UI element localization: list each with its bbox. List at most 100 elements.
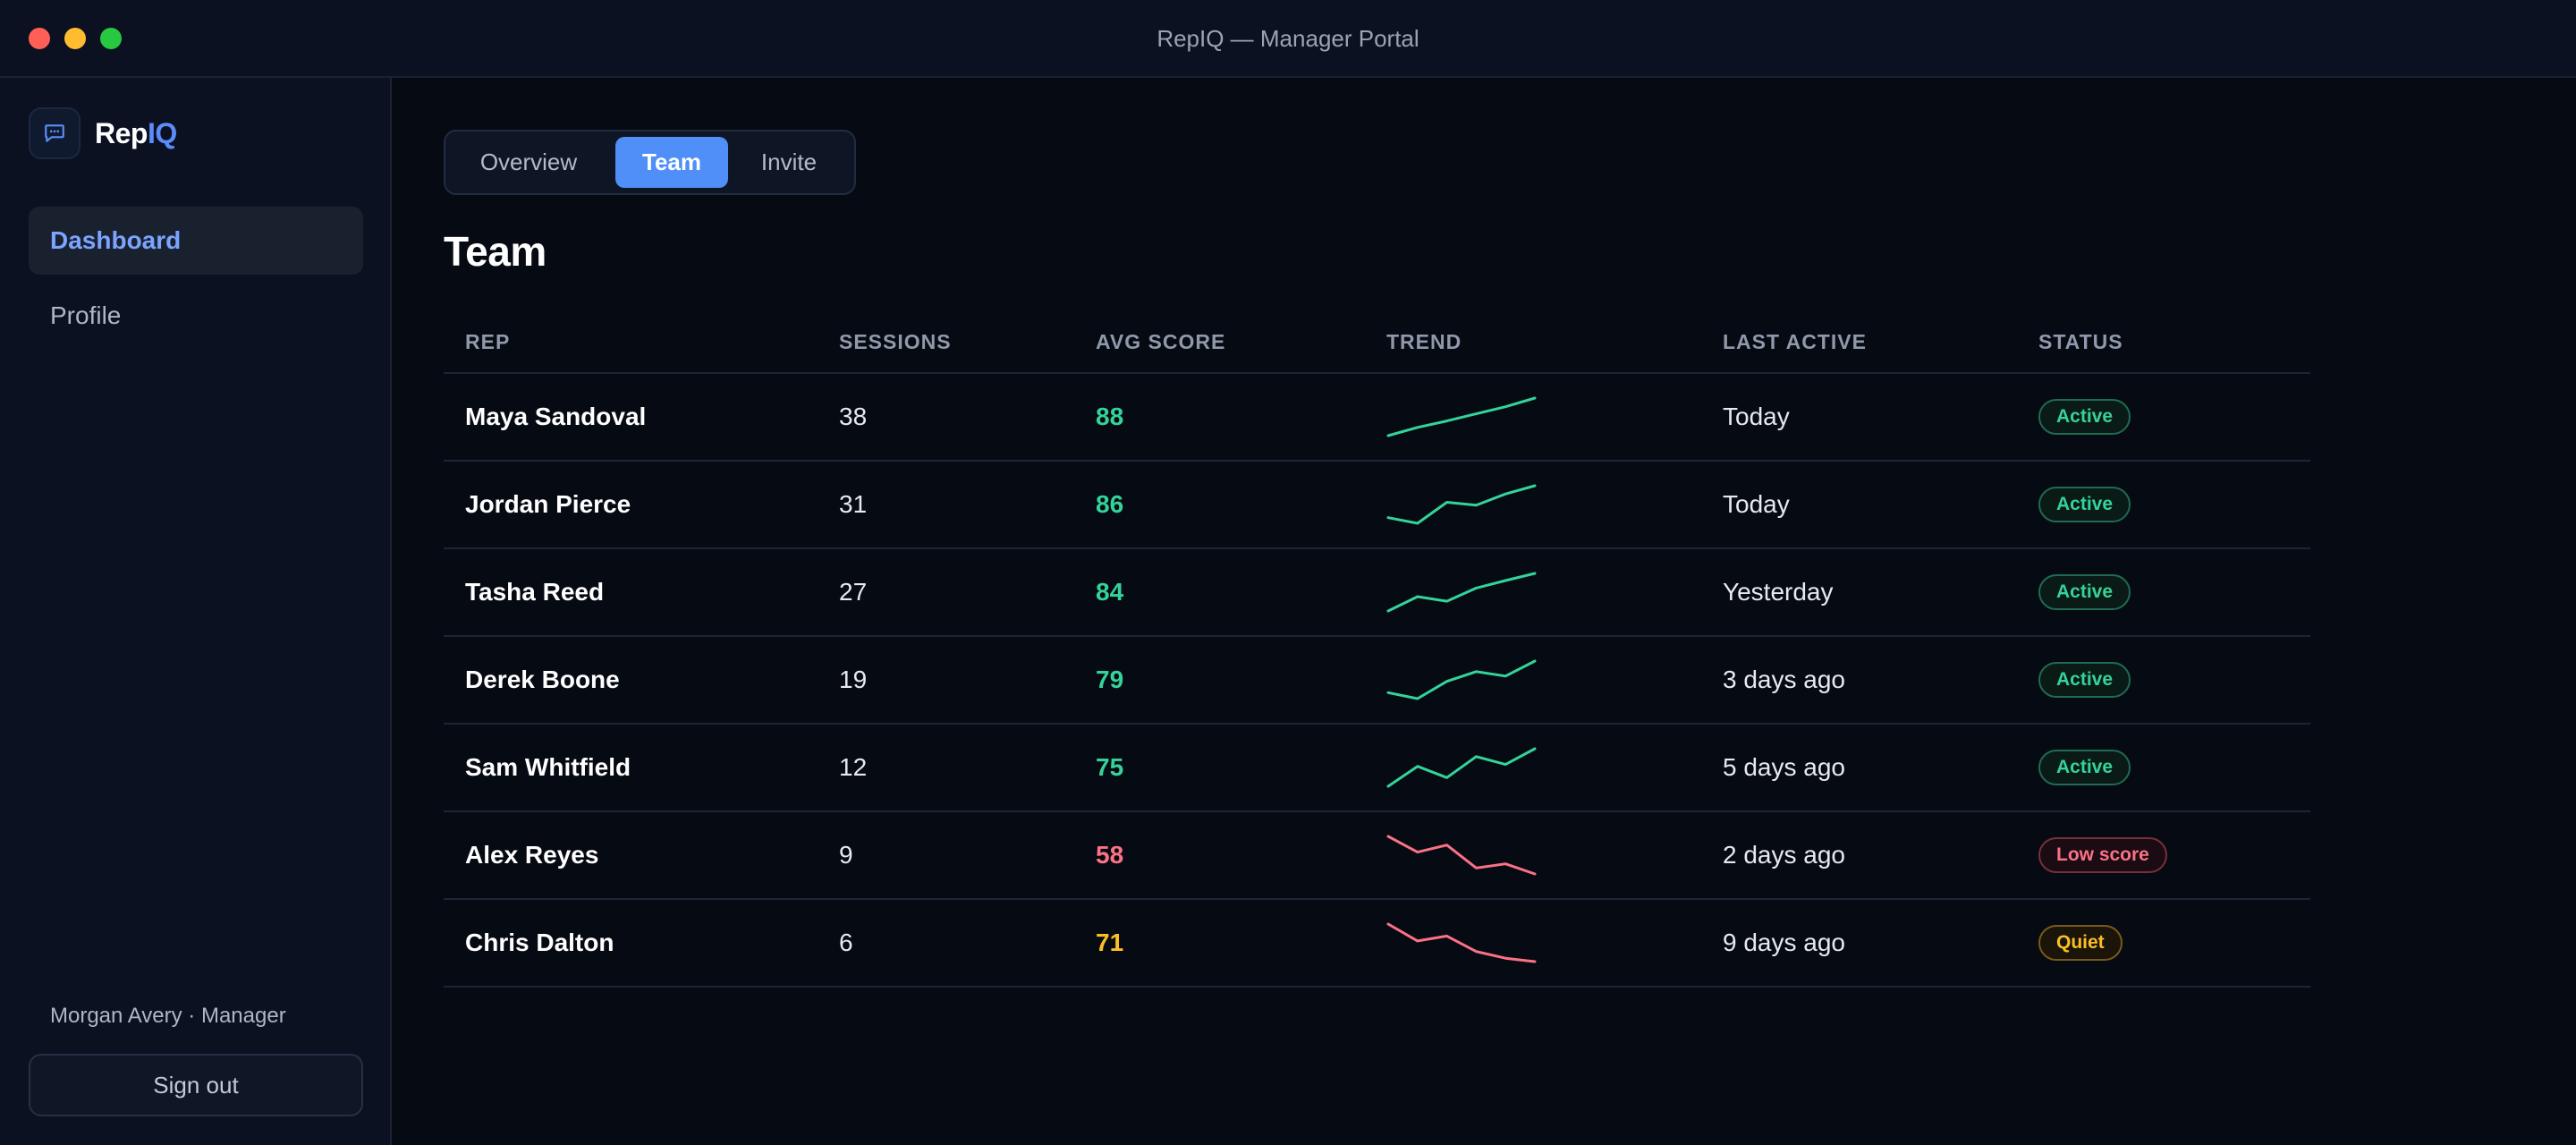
status-cell: Active [2038, 462, 2131, 547]
table-header: REP SESSIONS AVG SCORE TREND LAST ACTIVE… [444, 310, 2310, 374]
table-row[interactable]: Maya Sandoval 38 88 Today Active [444, 374, 2310, 462]
team-table: REP SESSIONS AVG SCORE TREND LAST ACTIVE… [444, 310, 2310, 988]
status-badge: Active [2038, 750, 2131, 785]
column-header-status[interactable]: STATUS [2038, 330, 2123, 353]
status-cell: Active [2038, 549, 2131, 635]
trend-line [1386, 835, 1537, 876]
status-badge: Active [2038, 574, 2131, 610]
session-count: 19 [839, 666, 868, 693]
rep-name: Tasha Reed [465, 578, 605, 606]
avg-score: 86 [1096, 490, 1124, 518]
trend-line [1386, 572, 1537, 613]
trend-cell [1386, 374, 1537, 460]
status-cell: Active [2038, 725, 2131, 810]
maximize-window-button[interactable] [100, 28, 122, 49]
table-row[interactable]: Tasha Reed 27 84 Yesterday Active [444, 549, 2310, 637]
session-count: 12 [839, 753, 868, 781]
status-cell: Active [2038, 637, 2131, 723]
brand-name-accent: IQ [147, 116, 177, 149]
trend-sparkline [1386, 484, 1537, 525]
table-row[interactable]: Chris Dalton 6 71 9 days ago Quiet [444, 900, 2310, 988]
sidebar-item-label: Profile [50, 301, 122, 329]
session-count: 9 [839, 841, 853, 869]
trend-sparkline [1386, 747, 1537, 788]
trend-line [1386, 747, 1537, 788]
status-cell: Quiet [2038, 900, 2123, 986]
session-count: 31 [839, 490, 868, 518]
brand-name-main: Rep [95, 116, 148, 149]
trend-cell [1386, 549, 1537, 635]
trend-line [1386, 659, 1537, 700]
trend-sparkline [1386, 659, 1537, 700]
sidebar-item-profile[interactable]: Profile [29, 282, 363, 350]
table-body: Maya Sandoval 38 88 Today Active Jordan Pierc… [444, 374, 2310, 988]
last-active: 3 days ago [1723, 666, 1845, 693]
title-bar: RepIQ — Manager Portal [0, 0, 2576, 78]
session-count: 6 [839, 929, 853, 956]
session-count: 27 [839, 578, 868, 606]
tab-invite[interactable]: Invite [760, 148, 818, 175]
trend-cell [1386, 462, 1537, 547]
brand-name: RepIQ [95, 117, 177, 150]
page-title: Team [444, 228, 547, 275]
status-badge: Quiet [2038, 925, 2123, 961]
trend-cell [1386, 900, 1537, 986]
close-window-button[interactable] [29, 28, 50, 49]
trend-cell [1386, 812, 1537, 898]
window-title: RepIQ — Manager Portal [1157, 25, 1419, 52]
avg-score: 58 [1096, 841, 1124, 869]
table-row[interactable]: Sam Whitfield 12 75 5 days ago Active [444, 725, 2310, 812]
brand[interactable]: RepIQ [29, 106, 177, 160]
last-active: Today [1723, 403, 1790, 430]
trend-sparkline [1386, 572, 1537, 613]
status-badge: Active [2038, 399, 2131, 435]
rep-name: Chris Dalton [465, 929, 614, 956]
avg-score: 71 [1096, 929, 1124, 956]
table-row[interactable]: Jordan Pierce 31 86 Today Active [444, 462, 2310, 549]
rep-name: Sam Whitfield [465, 753, 631, 781]
trend-cell [1386, 725, 1537, 810]
sign-out-button[interactable]: Sign out [29, 1054, 363, 1116]
avg-score: 88 [1096, 403, 1124, 430]
status-badge: Active [2038, 487, 2131, 522]
chat-bubble-icon [29, 107, 80, 159]
trend-sparkline [1386, 396, 1537, 437]
status-cell: Active [2038, 374, 2131, 460]
avg-score: 75 [1096, 753, 1124, 781]
last-active: Today [1723, 490, 1790, 518]
column-header-avg-score[interactable]: AVG SCORE [1096, 330, 1226, 353]
tab-overview[interactable]: Overview [479, 148, 578, 175]
rep-name: Maya Sandoval [465, 403, 647, 430]
status-badge: Active [2038, 662, 2131, 698]
avg-score: 84 [1096, 578, 1124, 606]
last-active: Yesterday [1723, 578, 1834, 606]
sidebar-item-label: Dashboard [50, 226, 182, 254]
column-header-trend: TREND [1386, 330, 1462, 353]
sidebar-item-dashboard[interactable]: Dashboard [29, 207, 363, 275]
rep-name: Derek Boone [465, 666, 620, 693]
rep-name: Alex Reyes [465, 841, 599, 869]
column-header-rep[interactable]: REP [465, 330, 511, 353]
tab-team[interactable]: Team [615, 137, 728, 188]
column-header-last-active[interactable]: LAST ACTIVE [1723, 330, 1867, 353]
trend-line [1386, 484, 1537, 525]
trend-sparkline [1386, 922, 1537, 963]
column-header-sessions[interactable]: SESSIONS [839, 330, 952, 353]
session-count: 38 [839, 403, 868, 430]
last-active: 2 days ago [1723, 841, 1845, 869]
avg-score: 79 [1096, 666, 1124, 693]
trend-line [1386, 396, 1537, 437]
sign-out-label: Sign out [153, 1071, 239, 1098]
status-cell: Low score [2038, 812, 2167, 898]
minimize-window-button[interactable] [64, 28, 86, 49]
table-row[interactable]: Alex Reyes 9 58 2 days ago Low score [444, 812, 2310, 900]
tab-bar: Overview Team Invite [444, 130, 856, 195]
current-user: Morgan Avery · Manager [50, 1004, 286, 1028]
trend-sparkline [1386, 835, 1537, 876]
status-badge: Low score [2038, 837, 2167, 873]
rep-name: Jordan Pierce [465, 490, 631, 518]
table-row[interactable]: Derek Boone 19 79 3 days ago Active [444, 637, 2310, 725]
last-active: 9 days ago [1723, 929, 1845, 956]
sidebar: RepIQ Dashboard Profile Morgan Avery · M… [0, 78, 392, 1145]
trend-line [1386, 922, 1537, 963]
